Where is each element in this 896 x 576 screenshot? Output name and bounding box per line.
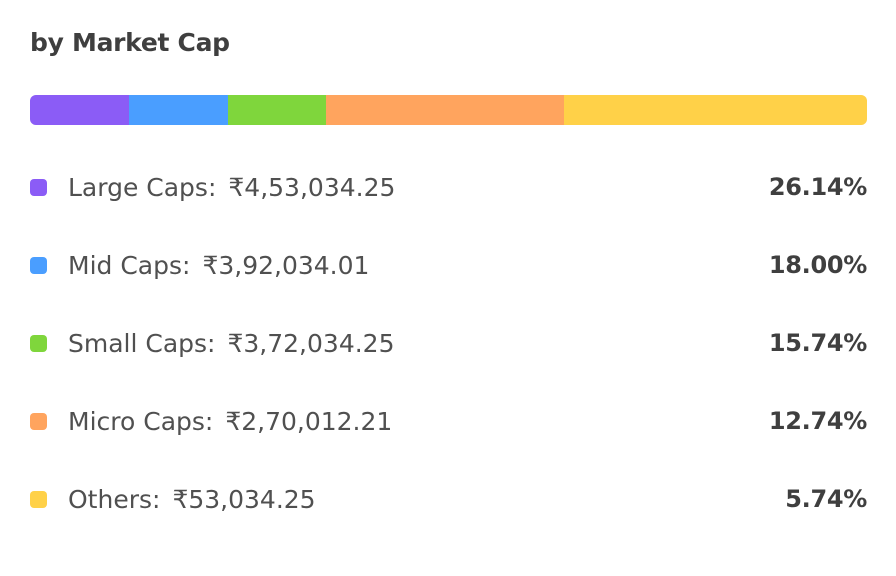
legend-row-content: Small Caps: ₹3,72,034.25 15.74% (30, 312, 867, 374)
bar-segment-4 (326, 95, 564, 125)
legend-percent: 5.74% (785, 485, 867, 513)
legend-row-content: Micro Caps: ₹2,70,012.21 12.74% (30, 390, 867, 452)
legend-row: Mid Caps: ₹3,92,034.01 18.00% (30, 234, 867, 312)
legend-amount: ₹53,034.25 (172, 484, 316, 514)
legend-swatch (30, 178, 47, 196)
legend-percent: 26.14% (768, 173, 867, 201)
legend-swatch (30, 256, 47, 274)
legend-row: Large Caps: ₹4,53,034.25 26.14% (30, 156, 867, 234)
legend-label: Small Caps: (68, 328, 216, 358)
legend-label: Large Caps: (68, 172, 217, 202)
legend-label: Mid Caps: (68, 250, 191, 280)
legend-row: Micro Caps: ₹2,70,012.21 12.74% (30, 390, 867, 468)
legend-swatch (30, 334, 47, 352)
legend-amount: ₹2,70,012.21 (225, 406, 393, 436)
legend-swatch (30, 412, 47, 430)
bar-segment-5 (564, 95, 867, 125)
legend-amount: ₹3,92,034.01 (202, 250, 370, 280)
chart-title: by Market Cap (30, 28, 230, 57)
legend-percent: 18.00% (768, 251, 867, 279)
legend-row: Small Caps: ₹3,72,034.25 15.74% (30, 312, 867, 390)
bar-segment-1 (30, 95, 129, 125)
legend-percent: 15.74% (768, 329, 867, 357)
legend: Large Caps: ₹4,53,034.25 26.14% Mid Caps: ₹3… (30, 156, 867, 546)
legend-label: Others: (68, 484, 161, 514)
legend-amount: ₹3,72,034.25 (227, 328, 395, 358)
bar-segment-2 (128, 95, 228, 125)
legend-amount: ₹4,53,034.25 (228, 172, 396, 202)
legend-row-content: Large Caps: ₹4,53,034.25 26.14% (30, 156, 867, 218)
legend-row-content: Mid Caps: ₹3,92,034.01 18.00% (30, 234, 867, 296)
legend-row-content: Others: ₹53,034.25 5.74% (30, 468, 867, 530)
legend-percent: 12.74% (768, 407, 867, 435)
legend-row: Others: ₹53,034.25 5.74% (30, 468, 867, 546)
bar-segment-3 (227, 95, 327, 125)
legend-swatch (30, 490, 47, 508)
legend-label: Micro Caps: (68, 406, 214, 436)
stacked-bar (30, 95, 867, 125)
